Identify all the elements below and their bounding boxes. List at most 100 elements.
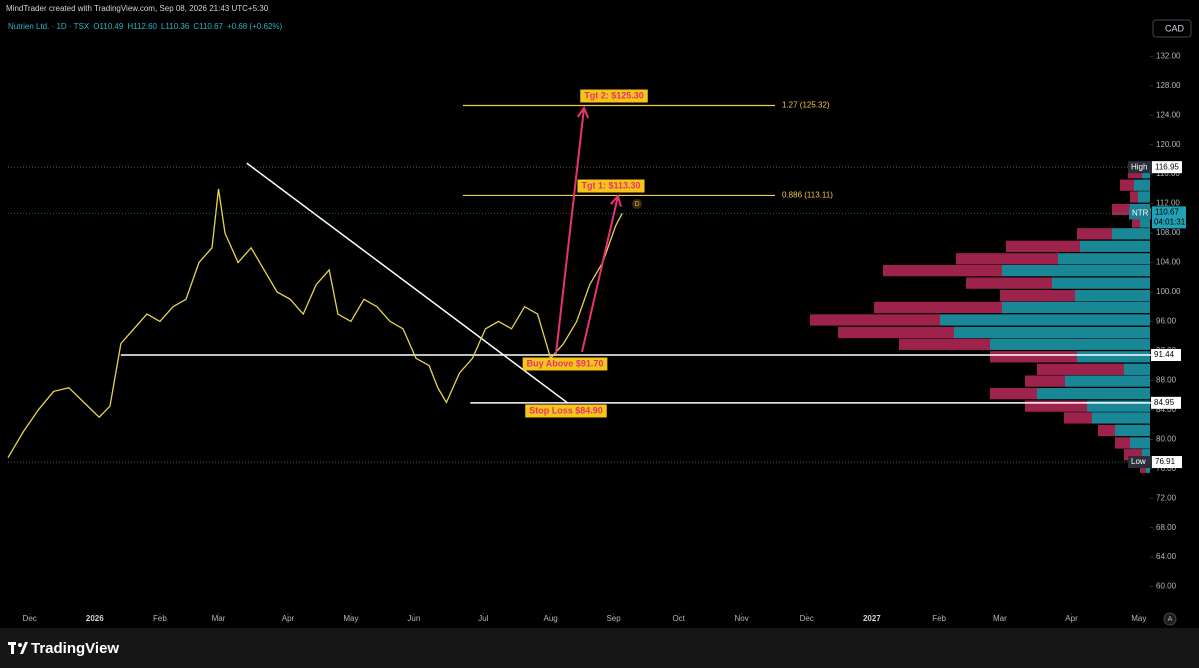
y-tick-label: 60.00 xyxy=(1156,582,1177,591)
level-value: 91.44 xyxy=(1154,350,1175,359)
y-tick-label: 76.00 xyxy=(1156,464,1177,473)
x-tick-label: Nov xyxy=(734,614,748,623)
high-tag-bg xyxy=(1128,161,1152,174)
vp-down xyxy=(990,387,1037,400)
vp-up xyxy=(1134,179,1150,191)
vp-down xyxy=(1098,424,1115,437)
currency-button[interactable] xyxy=(1152,19,1192,38)
y-tick-label: 68.00 xyxy=(1156,523,1177,532)
vp-up xyxy=(1075,290,1150,302)
footer-brand: TradingView xyxy=(31,640,119,657)
vp-up xyxy=(1112,228,1150,240)
x-tick-label: Apr xyxy=(282,614,295,623)
vp-up xyxy=(1115,424,1150,437)
x-tick-label: Mar xyxy=(212,614,226,623)
vp-down xyxy=(874,301,1002,314)
vp-down xyxy=(1077,228,1112,240)
annotation-box xyxy=(525,404,607,418)
footer-bar xyxy=(0,628,1199,668)
vp-up xyxy=(1080,240,1150,252)
vp-up xyxy=(1037,387,1150,400)
x-tick-label: Aug xyxy=(543,614,557,623)
vp-down xyxy=(838,326,954,339)
low-value-bg xyxy=(1152,456,1182,469)
x-tick-label: Mar xyxy=(993,614,1007,623)
annotation-buy: Buy Above $91.70 xyxy=(527,358,604,368)
vp-up xyxy=(1142,449,1150,461)
x-tick-label: Feb xyxy=(932,614,946,623)
vp-down xyxy=(1025,375,1065,387)
x-tick-label: May xyxy=(1131,614,1146,623)
x-tick-label: Jun xyxy=(407,614,420,623)
low-tag-label: Low xyxy=(1131,457,1146,466)
legend-close: C110.67 xyxy=(193,22,223,31)
legend-symbol: Nutrien Ltd. · 1D · TSX xyxy=(8,22,90,31)
vp-down xyxy=(1064,412,1092,424)
y-tick-label: 120.00 xyxy=(1156,140,1181,149)
x-tick-label: Sep xyxy=(606,614,621,623)
vp-up xyxy=(1065,375,1150,387)
arrow-head xyxy=(609,193,622,207)
x-tick-label: Feb xyxy=(153,614,167,623)
y-tick-label: 96.00 xyxy=(1156,317,1177,326)
vp-up xyxy=(1124,363,1150,375)
x-tick-label: Apr xyxy=(1065,614,1078,623)
high-value-bg xyxy=(1152,161,1182,174)
legend-low: L110.36 xyxy=(161,22,190,31)
legend-change: +0.68 (+0.62%) xyxy=(227,22,282,31)
vp-down xyxy=(956,253,1058,265)
annotation-tgt2: Tgt 2: $125.30 xyxy=(584,90,644,100)
vp-up xyxy=(940,314,1150,326)
annotation-box xyxy=(522,357,608,371)
currency[interactable]: CAD xyxy=(1165,23,1185,33)
last-tag-bg xyxy=(1129,207,1151,220)
x-tick-label: May xyxy=(343,614,358,623)
legend-high: H112.60 xyxy=(127,22,157,31)
level-tag xyxy=(1151,349,1181,362)
y-tick-label: 128.00 xyxy=(1156,81,1181,90)
annotation-tgt1: Tgt 1: $113.30 xyxy=(581,180,640,190)
vp-down xyxy=(990,351,1077,363)
vp-up xyxy=(1092,412,1150,424)
x-tick-label: 2026 xyxy=(86,614,104,623)
vp-down xyxy=(883,264,1002,277)
low-tag-bg xyxy=(1128,456,1152,469)
target-arrow xyxy=(581,195,619,353)
vp-down xyxy=(899,338,990,350)
vp-up xyxy=(1077,351,1150,363)
fib-label: 1.27 (125.32) xyxy=(782,101,830,110)
level-tag xyxy=(1151,396,1181,409)
y-tick-label: 124.00 xyxy=(1156,110,1181,119)
y-tick-label: 84.00 xyxy=(1156,405,1177,414)
vp-up xyxy=(1052,277,1150,289)
vp-down xyxy=(1037,363,1124,375)
vp-up xyxy=(1002,264,1150,277)
vp-up xyxy=(990,338,1150,350)
y-tick-label: 64.00 xyxy=(1156,552,1177,561)
marker-label: D xyxy=(634,201,639,208)
y-tick-label: 72.00 xyxy=(1156,493,1177,502)
level-value: 84.95 xyxy=(1154,398,1175,407)
auto-scale-label[interactable]: A xyxy=(1168,616,1173,623)
y-tick-label: 104.00 xyxy=(1156,258,1181,267)
auto-scale-button[interactable] xyxy=(1163,612,1177,626)
x-tick-label: Dec xyxy=(800,614,814,623)
legend-open: O110.49 xyxy=(93,22,124,31)
y-tick-label: 80.00 xyxy=(1156,434,1177,443)
y-tick-label: 88.00 xyxy=(1156,375,1177,384)
vp-up xyxy=(1138,191,1150,203)
countdown: 04:01:31 xyxy=(1154,218,1186,227)
last-tag-label: NTR xyxy=(1132,209,1149,218)
low-value: 76.91 xyxy=(1155,457,1176,466)
y-tick-label: 116.00 xyxy=(1156,169,1180,178)
y-tick-label: 108.00 xyxy=(1156,228,1181,237)
target-arrow xyxy=(555,107,585,355)
vp-down xyxy=(1112,203,1130,216)
annotation-box xyxy=(577,179,645,193)
vp-up xyxy=(1087,400,1150,412)
header-text: MindTrader created with TradingView.com,… xyxy=(6,4,269,13)
x-tick-label: Oct xyxy=(672,614,685,623)
vp-up xyxy=(954,326,1150,339)
